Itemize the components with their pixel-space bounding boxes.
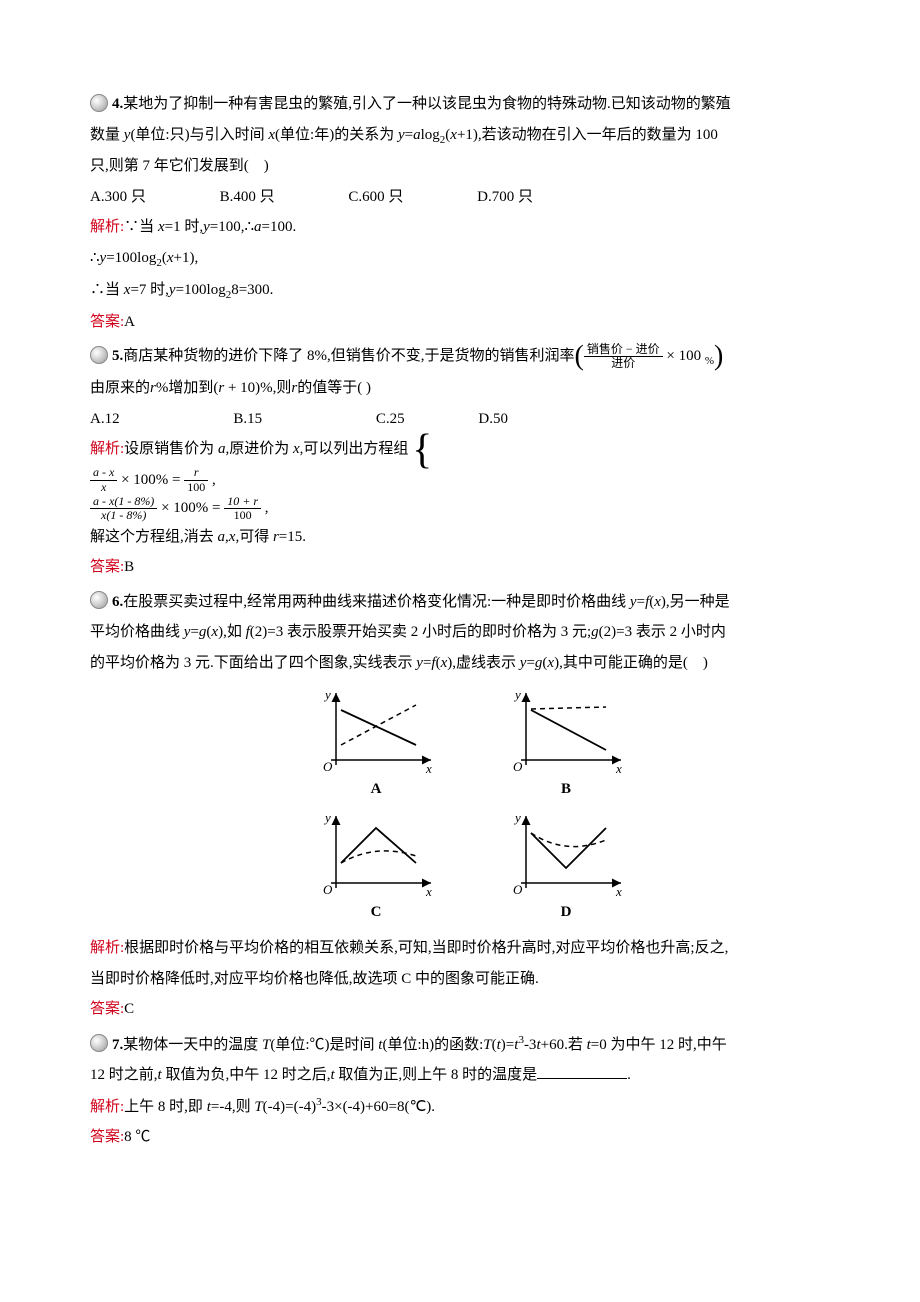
q5-opt-b: B.15 bbox=[233, 405, 262, 434]
q4-line3: 只,则第 7 年它们发展到( ) bbox=[90, 152, 852, 181]
bullet-icon bbox=[90, 1034, 108, 1052]
bullet-icon bbox=[90, 346, 108, 364]
q6-line1: 6.在股票买卖过程中,经常用两种曲线来描述价格变化情况:一种是即时价格曲线 y=… bbox=[90, 588, 852, 617]
q5-answer: 答案:B bbox=[90, 553, 852, 582]
svg-text:y: y bbox=[323, 810, 331, 825]
q7-line1: 7.某物体一天中的温度 T(单位:℃)是时间 t(单位:h)的函数:T(t)=t… bbox=[90, 1030, 852, 1060]
svg-text:y: y bbox=[323, 687, 331, 702]
q7-jiexi: 解析:上午 8 时,即 t=-4,则 T(-4)=(-4)3-3×(-4)+60… bbox=[90, 1092, 852, 1122]
q5-opt-c: C.25 bbox=[376, 405, 405, 434]
q4-jiexi: 解析:∵当 x=1 时,y=100,∴a=100. bbox=[90, 213, 852, 242]
q5-line2: 由原来的r%增加到(r + 10)%,则r的值等于( ) bbox=[90, 374, 852, 403]
svg-text:y: y bbox=[513, 687, 521, 702]
graph-d: O x y D bbox=[501, 808, 631, 927]
q4-line1: 4.某地为了抑制一种有害昆虫的繁殖,引入了一种以该昆虫为食物的特殊动物.已知该动… bbox=[90, 90, 852, 119]
q6-answer: 答案:C bbox=[90, 995, 852, 1024]
q4-jx2: ∴y=100log2(x+1), bbox=[90, 244, 852, 274]
q4-options: A.300 只 B.400 只 C.600 只 D.700 只 bbox=[90, 183, 852, 212]
fill-blank bbox=[537, 1063, 627, 1079]
q6-line3: 的平均价格为 3 元.下面给出了四个图象,实线表示 y=f(x),虚线表示 y=… bbox=[90, 649, 852, 678]
q6-jiexi1: 解析:根据即时价格与平均价格的相互依赖关系,可知,当即时价格升高时,对应平均价格… bbox=[90, 934, 852, 963]
q6-num: 6. bbox=[112, 594, 123, 610]
svg-text:O: O bbox=[323, 882, 333, 897]
q5-jiexi: 解析:设原销售价为 a,原进价为 x,可以列出方程组 { bbox=[90, 435, 852, 464]
graphs-container: O x y A O x y B bbox=[90, 685, 852, 926]
profit-frac: 销售价 − 进价进价 bbox=[584, 343, 663, 370]
svg-text:O: O bbox=[513, 759, 523, 774]
q4-jx3: ∴当 x=7 时,y=100log28=300. bbox=[90, 276, 852, 306]
svg-text:x: x bbox=[425, 884, 432, 898]
q5-opt-d: D.50 bbox=[478, 405, 508, 434]
q5-options: A.12 B.15 C.25 D.50 bbox=[90, 405, 852, 434]
q4-answer: 答案:A bbox=[90, 308, 852, 337]
bullet-icon bbox=[90, 94, 108, 112]
q6-line2: 平均价格曲线 y=g(x),如 f(2)=3 表示股票开始买卖 2 小时后的即时… bbox=[90, 618, 852, 647]
q4-line2: 数量 y(单位:只)与引入时间 x(单位:年)的关系为 y=alog2(x+1)… bbox=[90, 121, 852, 151]
q4-opt-d: D.700 只 bbox=[477, 183, 533, 212]
q5-jx2: 解这个方程组,消去 a,x,可得 r=15. bbox=[90, 523, 852, 552]
graph-b: O x y B bbox=[501, 685, 631, 804]
q5-num: 5. bbox=[112, 348, 123, 364]
graph-a: O x y A bbox=[311, 685, 441, 804]
bullet-icon bbox=[90, 591, 108, 609]
q7-answer: 答案:8 ℃ bbox=[90, 1123, 852, 1152]
q5-opt-a: A.12 bbox=[90, 405, 120, 434]
q4-opt-c: C.600 只 bbox=[348, 183, 403, 212]
q4-text1: 某地为了抑制一种有害昆虫的繁殖,引入了一种以该昆虫为食物的特殊动物.已知该动物的… bbox=[123, 96, 731, 112]
svg-text:x: x bbox=[425, 761, 432, 775]
q7-num: 7. bbox=[112, 1037, 123, 1053]
svg-text:x: x bbox=[615, 761, 622, 775]
q7-line2: 12 时之前,t 取值为负,中午 12 时之后,t 取值为正,则上午 8 时的温… bbox=[90, 1061, 852, 1090]
q5-text1: 商店某种货物的进价下降了 8%,但销售价不变,于是货物的销售利润率 bbox=[123, 348, 574, 364]
graph-c: O x y C bbox=[311, 808, 441, 927]
q4-num: 4. bbox=[112, 96, 123, 112]
q5-line1: 5.商店某种货物的进价下降了 8%,但销售价不变,于是货物的销售利润率(销售价 … bbox=[90, 342, 852, 372]
q4-opt-b: B.400 只 bbox=[220, 183, 275, 212]
svg-text:O: O bbox=[513, 882, 523, 897]
q6-jiexi2: 当即时价格降低时,对应平均价格也降低,故选项 C 中的图象可能正确. bbox=[90, 965, 852, 994]
svg-text:x: x bbox=[615, 884, 622, 898]
q4-opt-a: A.300 只 bbox=[90, 183, 146, 212]
svg-text:O: O bbox=[323, 759, 333, 774]
svg-text:y: y bbox=[513, 810, 521, 825]
